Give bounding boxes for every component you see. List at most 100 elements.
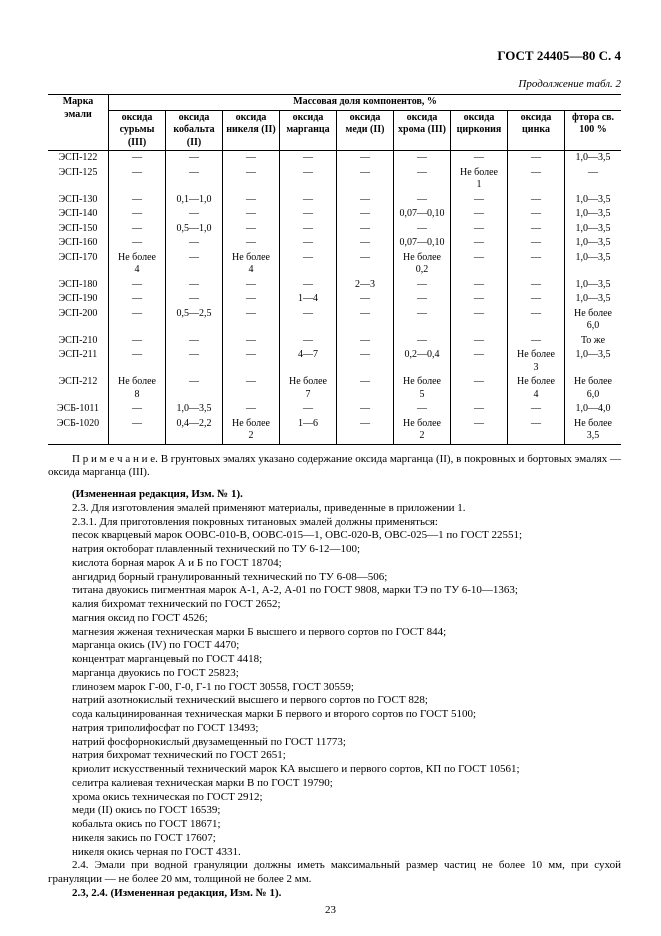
cell: — [166,278,223,293]
cell: — [166,207,223,222]
cell: 1,0—3,5 [565,222,622,237]
cell: — [337,307,394,334]
cell-marka: ЭСП-170 [48,251,109,278]
cell: — [337,166,394,193]
cell: — [166,251,223,278]
page-number: 23 [0,904,661,918]
cell: — [394,222,451,237]
paragraph: натрия триполифосфат по ГОСТ 13493; [48,722,621,736]
cell: — [508,207,565,222]
cell: — [280,251,337,278]
cell: — [109,334,166,349]
col-sub-3: оксида марганца [280,110,337,151]
cell: — [394,193,451,208]
cell: Не более6,0 [565,375,622,402]
cell-marka: ЭСП-140 [48,207,109,222]
cell: — [280,307,337,334]
cell: — [109,151,166,166]
paragraph: 2.3.1. Для приготовления покровных титан… [48,516,621,530]
cell: — [166,151,223,166]
cell: То же [565,334,622,349]
cell: Не более3 [508,348,565,375]
col-sub-4: оксида меди (II) [337,110,394,151]
col-marka: Марка эмали [48,95,109,151]
table-head: Марка эмали Массовая доля компонентов, %… [48,95,621,151]
cell: — [337,151,394,166]
cell: — [109,402,166,417]
cell: Не более4 [109,251,166,278]
cell: — [166,348,223,375]
cell: — [280,151,337,166]
cell: — [451,236,508,251]
cell: — [223,151,280,166]
cell: Не более1 [451,166,508,193]
cell: — [280,193,337,208]
paragraph: концентрат марганцевый по ГОСТ 4418; [48,653,621,667]
cell: — [223,236,280,251]
cell: — [223,292,280,307]
cell: — [451,251,508,278]
cell: 1,0—3,5 [166,402,223,417]
cell: — [451,222,508,237]
cell: — [451,278,508,293]
cell-marka: ЭСП-180 [48,278,109,293]
table-row: ЭСП-170Не более4—Не более4——Не более0,2—… [48,251,621,278]
col-sub-5: оксида хрома (III) [394,110,451,151]
cell-marka: ЭСП-190 [48,292,109,307]
table-body: ЭСП-122————————1,0—3,5ЭСП-125——————Не бо… [48,151,621,445]
cell: — [223,375,280,402]
cell: Не более2 [394,417,451,445]
table-row: ЭСП-212Не более8——Не более7—Не более5—Не… [48,375,621,402]
cell: — [223,166,280,193]
cell-marka: ЭСП-160 [48,236,109,251]
cell: — [508,307,565,334]
paragraph: никеля окись черная по ГОСТ 4331. [48,846,621,860]
cell-marka: ЭСП-210 [48,334,109,349]
cell: — [223,402,280,417]
paragraph: калия бихромат технический по ГОСТ 2652; [48,598,621,612]
cell: — [166,236,223,251]
table-row: ЭСП-130—0,1—1,0——————1,0—3,5 [48,193,621,208]
cell: — [394,166,451,193]
paragraph: марганца двуокись по ГОСТ 25823; [48,667,621,681]
cell: 1,0—3,5 [565,348,622,375]
cell: 1,0—3,5 [565,278,622,293]
paragraph: натрия бихромат технический по ГОСТ 2651… [48,749,621,763]
cell: — [109,307,166,334]
cell: — [109,348,166,375]
table-row: ЭСП-150—0,5—1,0——————1,0—3,5 [48,222,621,237]
cell: — [109,222,166,237]
paragraph: титана двуокись пигментная марок А-1, А-… [48,584,621,598]
cell: Не более3,5 [565,417,622,445]
cell: — [451,417,508,445]
cell: 0,2—0,4 [394,348,451,375]
paragraph: натрий фосфорнокислый двузамещенный по Г… [48,736,621,750]
cell: — [280,402,337,417]
cell: — [508,151,565,166]
cell: — [337,207,394,222]
cell: — [394,402,451,417]
col-sub-6: оксида циркония [451,110,508,151]
table-continuation-caption: Продолжение табл. 2 [48,78,621,92]
paragraph: меди (II) окись по ГОСТ 16539; [48,804,621,818]
cell: 4—7 [280,348,337,375]
cell: — [223,222,280,237]
cell: 1—6 [280,417,337,445]
cell: — [394,334,451,349]
cell: — [508,417,565,445]
cell: 0,07—0,10 [394,236,451,251]
cell: — [166,334,223,349]
cell: — [223,193,280,208]
cell: Не более4 [508,375,565,402]
cell: — [223,334,280,349]
paragraph: песок кварцевый марок ООВС-010-В, ООВС-0… [48,529,621,543]
cell: — [337,236,394,251]
cell: Не более4 [223,251,280,278]
cell: — [508,334,565,349]
paragraph: марганца окись (IV) по ГОСТ 4470; [48,639,621,653]
paragraph: 2.3, 2.4. (Измененная редакция, Изм. № 1… [48,887,621,901]
paragraph: кобальта окись по ГОСТ 18671; [48,818,621,832]
cell: — [280,236,337,251]
paragraph: хрома окись техническая по ГОСТ 2912; [48,791,621,805]
paragraph: сода кальцинированная техническая марки … [48,708,621,722]
